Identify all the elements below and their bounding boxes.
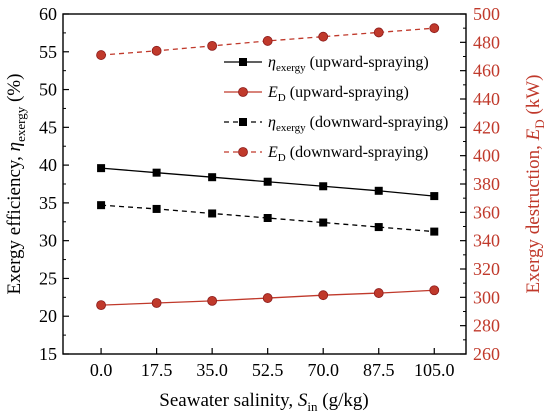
right-y-tick-label: 260	[473, 344, 500, 364]
legend-item-2: ED (upward-spraying)	[224, 84, 409, 104]
right-y-tick-label: 380	[473, 174, 500, 194]
legend-label: ED (downward-spraying)	[267, 144, 428, 164]
data-point	[318, 31, 329, 42]
data-point	[430, 227, 439, 236]
legend-marker	[238, 87, 248, 97]
data-point	[373, 288, 384, 298]
left-y-tick-label: 40	[39, 155, 57, 175]
right-y-tick-label: 420	[473, 117, 500, 137]
right-y-tick-label: 440	[473, 89, 500, 109]
legend-label: ED (upward-spraying)	[267, 84, 409, 104]
data-point	[151, 45, 162, 56]
right-y-tick-label: 480	[473, 32, 500, 52]
data-point	[373, 27, 384, 38]
left-y-tick-label: 55	[39, 42, 57, 62]
right-y-tick-label: 280	[473, 316, 500, 336]
right-y-tick-label: 300	[473, 287, 500, 307]
legend-label: ηexergy (downward-spraying)	[268, 114, 448, 134]
data-point	[374, 186, 383, 195]
left-y-tick-label: 50	[39, 80, 57, 100]
data-point	[97, 201, 106, 210]
left-y-axis: 15 20 25 30 35 40 45 50 55 60	[39, 4, 69, 364]
data-point	[262, 36, 273, 46]
data-point	[207, 40, 218, 51]
right-y-axis: 260 280 300 320 340 360 380 400 420 440 460 480 500	[460, 4, 500, 364]
legend: ηexergy (upward-spraying) ED (upward-spra…	[224, 54, 448, 164]
data-point	[208, 173, 217, 182]
series-2	[96, 285, 440, 311]
data-point	[263, 177, 272, 186]
data-point	[208, 209, 217, 218]
x-tick-label: 70.0	[307, 360, 339, 380]
legend-label: ηexergy (upward-spraying)	[268, 54, 429, 74]
data-point	[152, 168, 161, 177]
data-point	[207, 295, 218, 306]
left-y-tick-label: 15	[39, 344, 57, 364]
left-y-tick-label: 45	[39, 117, 57, 137]
series-4	[96, 23, 440, 60]
data-point	[319, 218, 328, 227]
legend-marker	[238, 147, 248, 157]
x-tick-label: 105.0	[414, 360, 455, 380]
data-point	[430, 192, 439, 201]
data-point	[429, 23, 440, 34]
left-y-tick-label: 60	[39, 4, 57, 24]
right-y-tick-label: 400	[473, 146, 500, 166]
right-y-axis-title: Exergy destruction, ED (kW)	[523, 74, 547, 293]
data-point	[262, 293, 273, 303]
data-point	[96, 300, 106, 311]
data-point	[97, 164, 106, 173]
right-y-tick-label: 460	[473, 61, 500, 81]
legend-item-4: ED (downward-spraying)	[224, 144, 428, 164]
right-y-tick-label: 500	[473, 4, 500, 24]
x-tick-label: 35.0	[196, 360, 228, 380]
data-point	[318, 290, 329, 301]
left-y-tick-label: 35	[39, 193, 57, 213]
right-y-tick-label: 320	[473, 259, 500, 279]
data-point	[151, 298, 162, 308]
x-tick-label: 17.5	[141, 360, 173, 380]
data-point	[429, 285, 440, 296]
x-tick-label: 87.5	[363, 360, 395, 380]
right-y-tick-label: 360	[473, 202, 500, 222]
left-y-axis-title: Exergy efficiency, ηexergy (%)	[4, 74, 28, 295]
series-layer	[96, 23, 440, 311]
right-y-tick-label: 340	[473, 231, 500, 251]
data-point	[319, 182, 328, 191]
x-tick-label: 0.0	[90, 360, 113, 380]
x-axis-title: Seawater salinity, Sin (g/kg)	[159, 390, 368, 414]
data-point	[96, 50, 106, 60]
data-point	[374, 223, 383, 232]
series-1	[97, 164, 439, 201]
left-y-tick-label: 30	[39, 231, 57, 251]
data-point	[152, 204, 161, 213]
legend-marker	[239, 58, 247, 66]
left-y-tick-label: 25	[39, 268, 57, 288]
legend-item-3: ηexergy (downward-spraying)	[224, 114, 448, 134]
left-y-tick-label: 20	[39, 306, 57, 326]
x-axis: 0.0 17.5 35.0 52.5 70.0 87.5 105.0	[90, 348, 455, 380]
legend-item-1: ηexergy (upward-spraying)	[224, 54, 429, 74]
series-3	[97, 201, 439, 236]
data-point	[263, 214, 272, 222]
legend-marker	[239, 118, 247, 126]
x-tick-label: 52.5	[252, 360, 284, 380]
